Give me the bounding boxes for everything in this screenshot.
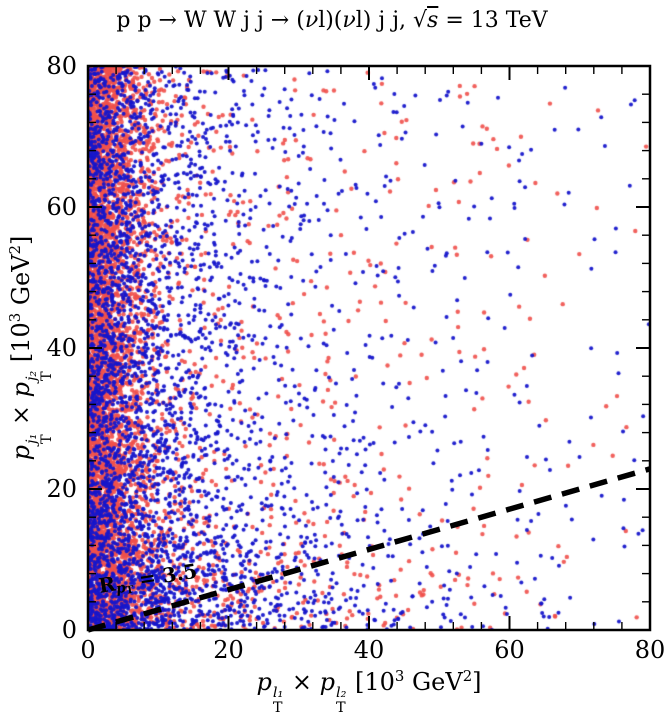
y-tick-label: 60 — [46, 193, 77, 221]
scatter-points-canvas — [88, 66, 650, 630]
x-tick-label: 60 — [494, 636, 525, 664]
plot-title: p p → W W j j → (νl)(νl) j j, √s = 13 Te… — [116, 8, 548, 33]
y-tick-label: 40 — [46, 334, 77, 362]
x-axis-label: p l₁ T × p l₂ T [103 GeV2] — [256, 667, 482, 716]
y-tick-label: 80 — [46, 52, 77, 80]
y-tick-label: 20 — [46, 475, 77, 503]
plot-frame — [86, 64, 652, 632]
x-tick-label: 20 — [213, 636, 244, 664]
x-tick-label: 40 — [354, 636, 385, 664]
y-tick-label: 0 — [62, 616, 77, 644]
ratio-reference-line — [87, 466, 651, 633]
y-axis-label: p j₁ T × p j₂ T [103 GeV2] — [6, 235, 55, 461]
x-tick-label: 80 — [635, 636, 664, 664]
x-tick-label: 0 — [80, 636, 95, 664]
